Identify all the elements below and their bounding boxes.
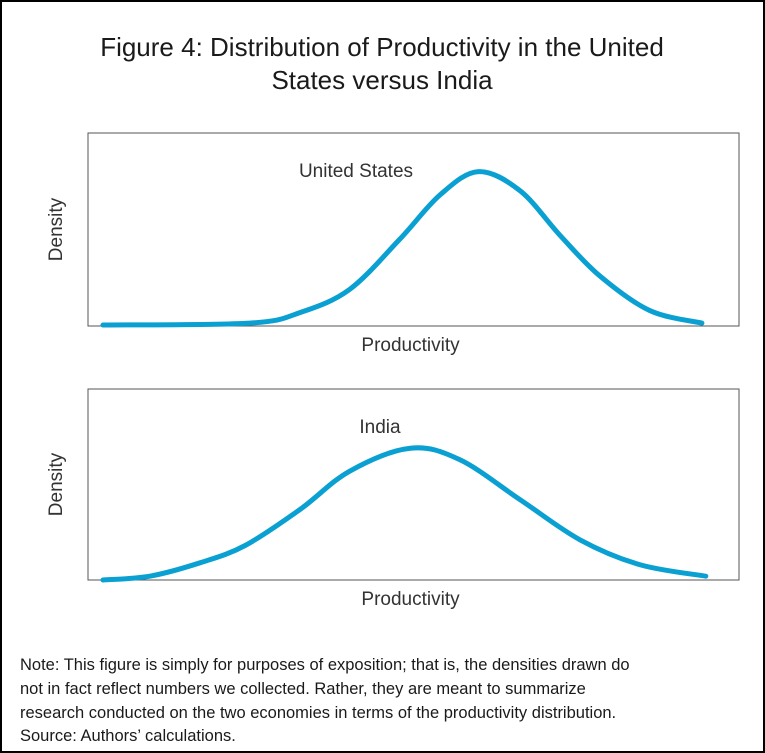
plot-frame: [87, 132, 740, 327]
note-line: Note: This figure is simply for purposes…: [20, 656, 630, 674]
title-line: States versus India: [271, 65, 493, 95]
plot-frame: [87, 388, 740, 581]
note-line: research conducted on the two economies …: [20, 704, 616, 722]
density-curve: [100, 445, 709, 583]
y-axis-label: Density: [46, 452, 67, 516]
x-axis-label: Productivity: [361, 589, 460, 610]
x-axis-label: Productivity: [361, 335, 460, 356]
density-curve: [100, 169, 705, 328]
annotation: United States: [299, 161, 413, 182]
note-line: not in fact reflect numbers we collected…: [20, 680, 586, 698]
y-axis-label: Density: [46, 197, 67, 261]
annotation: India: [359, 417, 401, 438]
note-line: Source: Authors’ calculations.: [20, 727, 236, 745]
title-line: Figure 4: Distribution of Productivity i…: [100, 32, 664, 62]
